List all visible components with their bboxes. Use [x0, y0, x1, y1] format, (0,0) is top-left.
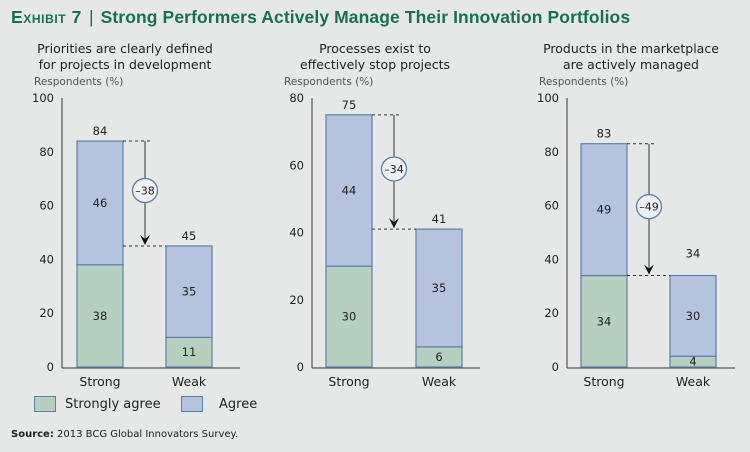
panel1-difference-value: –38 [135, 184, 155, 197]
panel1-bar-strong-strongly-agree [76, 264, 124, 368]
panel2-data-label-strong-strongly-agree: 30 [342, 310, 357, 324]
panel1-chart-title-line: for projects in development [39, 57, 212, 72]
legend-label-agree: Agree [219, 396, 258, 412]
panel3-y-axis-label: Respondents (%) [539, 76, 628, 88]
panel3-chart-title-line: Products in the marketplace [543, 41, 719, 56]
panel3-bar-weak-agree [669, 274, 717, 357]
panel1-total-label-strong: 84 [93, 124, 108, 138]
panel2-total-label-strong: 75 [342, 98, 357, 112]
legend-agree: Agree [181, 396, 257, 412]
source-text: 2013 BCG Global Innovators Survey. [57, 429, 239, 440]
panel3-total-label-weak: 34 [686, 247, 701, 261]
legend-strongly-agree: Strongly agree [34, 396, 161, 412]
panel1-y-tick-label: 0 [47, 360, 54, 374]
panel2-data-label-weak-agree: 35 [432, 281, 447, 295]
panel2-y-tick-label: 40 [289, 226, 304, 240]
legend-swatch-strongly-agree [34, 396, 56, 412]
panel3-chart-title-line: are actively managed [563, 57, 699, 72]
source-label: Source: [11, 429, 54, 440]
panel1-difference-badge [131, 177, 159, 204]
panel3-bar-strong-strongly-agree [580, 274, 628, 368]
panel1-bar-weak-agree [165, 245, 213, 339]
panel1-y-tick-label: 80 [39, 145, 54, 159]
panel3-total-label-strong: 83 [597, 127, 612, 141]
source-note: Source: 2013 BCG Global Innovators Surve… [11, 429, 238, 440]
panel2-arrow-down-icon [389, 218, 399, 229]
panel1-x-tick-label-strong: Strong [79, 374, 120, 389]
panel2-x-tick-label-weak: Weak [422, 374, 457, 389]
panel2-difference-badge [380, 156, 408, 182]
panel1-data-label-weak-strongly-agree: 11 [182, 345, 197, 359]
exhibit-title: Exhibit 7 | Strong Performers Actively M… [11, 7, 630, 28]
panel3-y-tick-label: 100 [537, 91, 559, 105]
panel1-data-label-strong-agree: 46 [93, 196, 108, 210]
panel1-y-tick-label: 60 [39, 199, 54, 213]
panel3-data-label-weak-agree: 30 [686, 309, 701, 323]
title-text: Strong Performers Actively Manage Their … [100, 7, 631, 27]
panel2-chart-title-line: effectively stop projects [300, 57, 450, 72]
panel2-y-axis-label: Respondents (%) [284, 76, 373, 88]
panel1-total-label-weak: 45 [182, 229, 197, 243]
legend-swatch-agree [181, 396, 203, 412]
panel2-bar-strong-agree [325, 114, 373, 267]
panel3-x-tick-label-weak: Weak [676, 374, 711, 389]
panel2-total-label-weak: 41 [432, 212, 447, 226]
panel3-x-tick-label-strong: Strong [583, 374, 624, 389]
panel2-bar-weak-agree [415, 228, 463, 348]
panel1-y-tick-label: 40 [39, 252, 54, 266]
exhibit-number: Exhibit 7 [11, 7, 83, 27]
panel3-data-label-strong-agree: 49 [597, 203, 612, 217]
panel3-data-label-strong-strongly-agree: 34 [597, 314, 612, 328]
panel3-arrow-down-icon [644, 264, 654, 275]
panel2-difference-value: –34 [384, 163, 404, 176]
panel1-y-axis-label: Respondents (%) [34, 76, 123, 88]
title-separator: | [88, 7, 94, 27]
panel2-bar-strong-strongly-agree [325, 265, 373, 368]
panel3-y-tick-label: 40 [544, 252, 559, 266]
panel1-arrow-down-icon [140, 234, 150, 245]
panel1-chart-title-line: Priorities are clearly defined [37, 41, 213, 56]
panel1-bar-strong-agree [76, 140, 124, 266]
panel3-y-tick-label: 80 [544, 145, 559, 159]
panel2-x-tick-label-strong: Strong [328, 374, 369, 389]
panel2-y-tick-label: 60 [289, 158, 304, 172]
panel3-y-tick-label: 20 [544, 306, 559, 320]
panel3-y-tick-label: 0 [552, 360, 559, 374]
panel2-y-tick-label: 0 [297, 360, 304, 374]
panel2-data-label-weak-strongly-agree: 6 [435, 350, 442, 364]
panel1-y-tick-label: 100 [32, 91, 54, 105]
panel2-y-tick-label: 20 [289, 293, 304, 307]
panel2-chart-title-line: Processes exist to [319, 41, 431, 56]
panel3-difference-value: –49 [639, 201, 659, 214]
panel3-data-label-weak-strongly-agree: 4 [689, 355, 696, 369]
panel1-data-label-strong-strongly-agree: 38 [93, 309, 108, 323]
legend-label-strongly-agree: Strongly agree [65, 396, 161, 412]
panel1-x-tick-label-weak: Weak [172, 374, 207, 389]
panel1-data-label-weak-agree: 35 [182, 285, 197, 299]
panel1-y-tick-label: 20 [39, 306, 54, 320]
panel3-y-tick-label: 60 [544, 199, 559, 213]
panel2-data-label-strong-agree: 44 [342, 183, 357, 197]
panel2-y-tick-label: 80 [289, 91, 304, 105]
panel3-bar-strong-agree [580, 143, 628, 277]
panel3-difference-badge [635, 193, 663, 220]
